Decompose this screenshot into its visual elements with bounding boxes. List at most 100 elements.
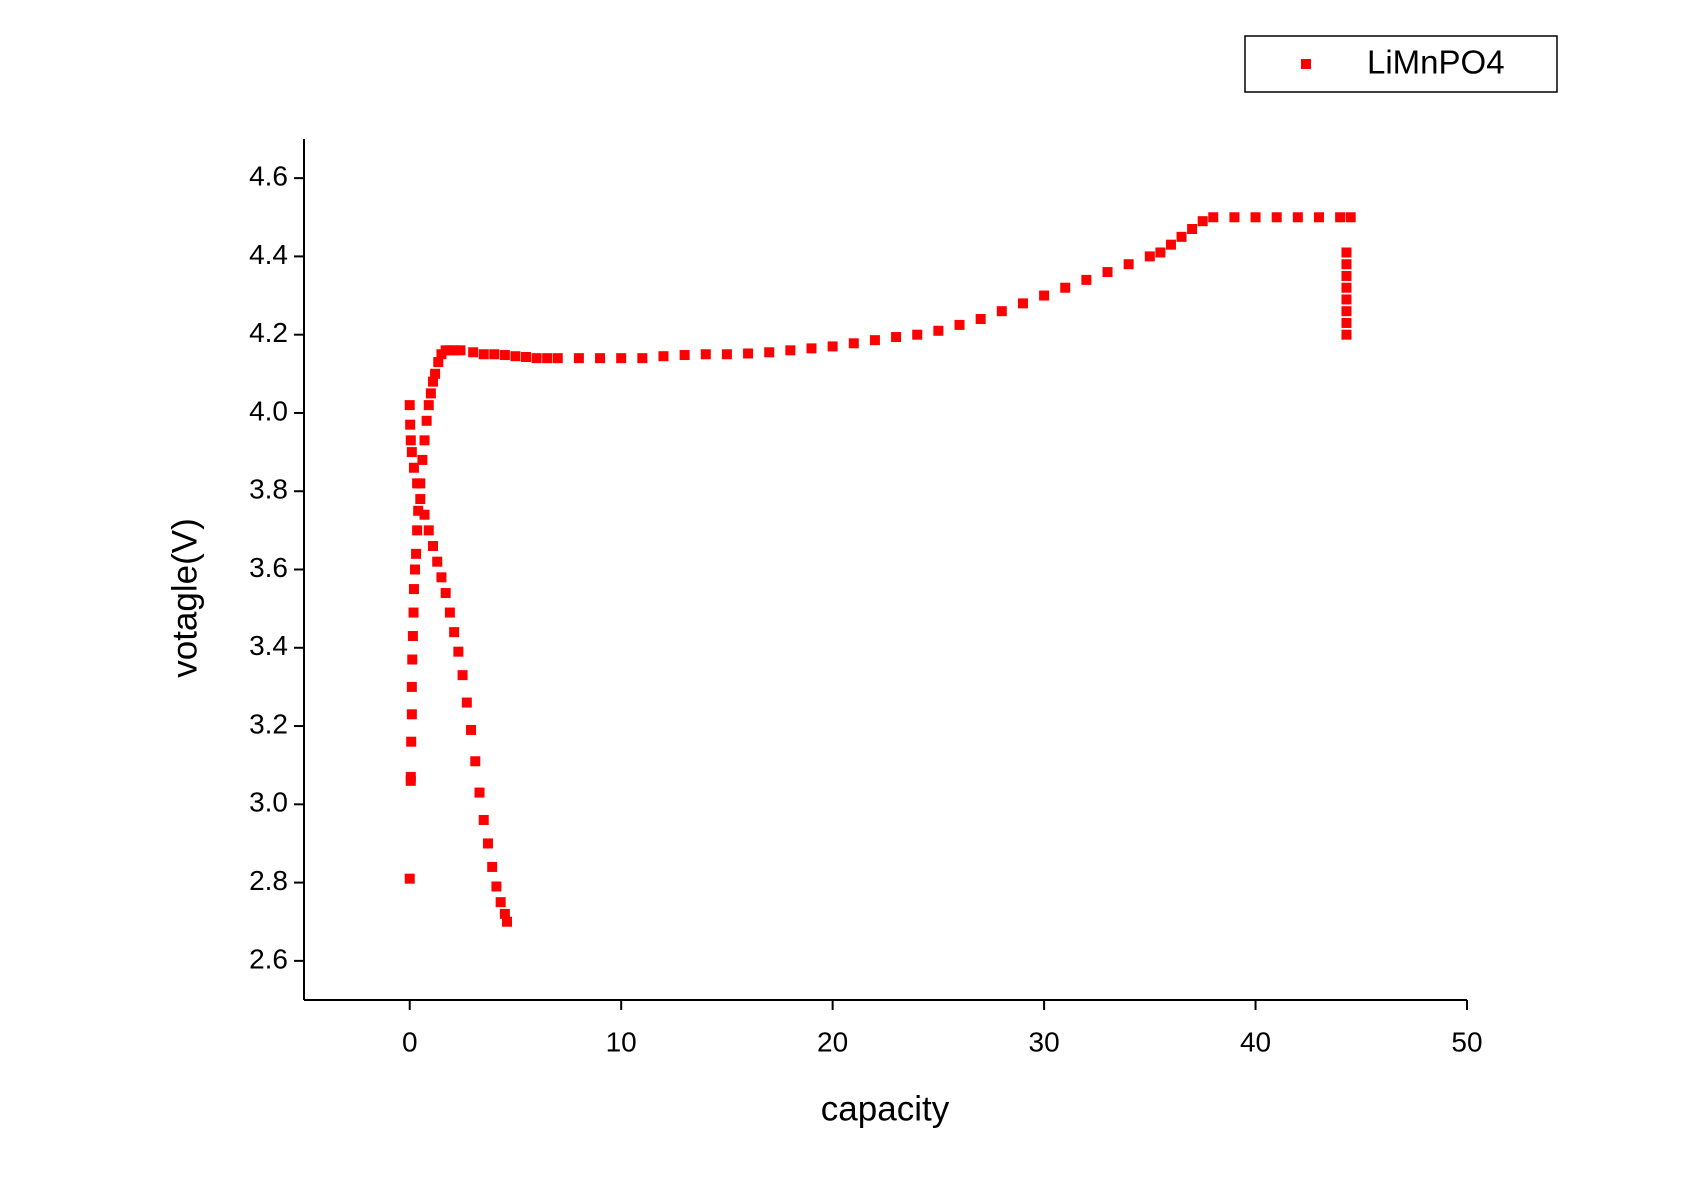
y-tick-label: 3.4 <box>249 630 288 661</box>
y-tick-label: 4.4 <box>249 239 288 270</box>
x-tick-label: 0 <box>402 1026 418 1057</box>
point <box>764 347 775 358</box>
point <box>1081 274 1092 285</box>
point <box>412 525 423 536</box>
y-tick-label: 4.0 <box>249 395 288 426</box>
point <box>412 478 423 489</box>
point <box>700 349 711 360</box>
y-axis-title: votagle(V) <box>165 518 204 678</box>
point <box>658 351 669 362</box>
point <box>482 838 493 849</box>
point <box>531 353 542 364</box>
point <box>721 349 732 360</box>
point <box>1197 216 1208 227</box>
point <box>406 447 417 458</box>
point <box>444 607 455 618</box>
point <box>405 419 416 430</box>
point <box>449 627 460 638</box>
legend-box <box>1244 35 1558 93</box>
point <box>1123 259 1134 270</box>
x-tick-label: 30 <box>1029 1026 1060 1057</box>
x-tick-label: 20 <box>817 1026 848 1057</box>
point <box>419 435 430 446</box>
point <box>1292 212 1303 223</box>
point <box>679 350 690 361</box>
point <box>457 670 468 681</box>
point <box>453 646 464 657</box>
point <box>637 353 648 364</box>
point <box>510 351 521 362</box>
point <box>933 325 944 336</box>
legend-marker <box>1301 59 1311 69</box>
point <box>491 881 502 892</box>
point <box>415 494 426 505</box>
point <box>1341 270 1352 281</box>
point <box>417 454 428 465</box>
point <box>419 509 430 520</box>
point <box>407 631 418 642</box>
point <box>1060 282 1071 293</box>
point <box>499 350 510 361</box>
point <box>1039 290 1050 301</box>
point <box>425 388 436 399</box>
point <box>410 564 421 575</box>
point <box>468 347 479 358</box>
point <box>954 319 965 330</box>
point <box>408 607 419 618</box>
point <box>432 556 443 567</box>
point <box>573 353 584 364</box>
point <box>1155 247 1166 258</box>
point <box>1341 259 1352 270</box>
point <box>1341 294 1352 305</box>
point <box>1176 231 1187 242</box>
point <box>449 345 460 356</box>
point <box>430 368 441 379</box>
point <box>411 548 422 559</box>
y-tick-label: 2.6 <box>249 943 288 974</box>
point <box>869 335 880 346</box>
point <box>1017 298 1028 309</box>
point <box>461 697 472 708</box>
point <box>405 435 416 446</box>
point <box>1341 247 1352 258</box>
point <box>466 724 477 735</box>
point <box>495 897 506 908</box>
y-tick-label: 3.8 <box>249 474 288 505</box>
point <box>848 338 859 349</box>
point <box>478 814 489 825</box>
y-tick-label: 4.6 <box>249 161 288 192</box>
point <box>404 400 415 411</box>
point <box>427 376 438 387</box>
point <box>1335 212 1346 223</box>
point <box>501 916 512 927</box>
point <box>474 787 485 798</box>
x-axis-title: capacity <box>821 1089 950 1128</box>
point <box>806 343 817 354</box>
point <box>487 861 498 872</box>
point <box>478 349 489 360</box>
point <box>891 332 902 343</box>
point <box>413 505 424 516</box>
y-tick-label: 3.0 <box>249 787 288 818</box>
point <box>1144 251 1155 262</box>
x-tick-label: 50 <box>1451 1026 1482 1057</box>
x-tick-label: 40 <box>1240 1026 1271 1057</box>
point <box>616 353 627 364</box>
x-tick-label: 10 <box>606 1026 637 1057</box>
point <box>470 756 481 767</box>
legend-label: LiMnPO4 <box>1367 44 1505 81</box>
y-tick-label: 3.2 <box>249 708 288 739</box>
point <box>407 654 418 665</box>
point <box>1313 212 1324 223</box>
point <box>489 349 500 360</box>
point <box>1271 212 1282 223</box>
point <box>1341 306 1352 317</box>
y-tick-label: 4.2 <box>249 317 288 348</box>
point <box>1208 212 1219 223</box>
point <box>1165 239 1176 250</box>
point <box>1250 212 1261 223</box>
point <box>408 462 419 473</box>
point <box>1102 267 1113 278</box>
point <box>433 357 444 368</box>
